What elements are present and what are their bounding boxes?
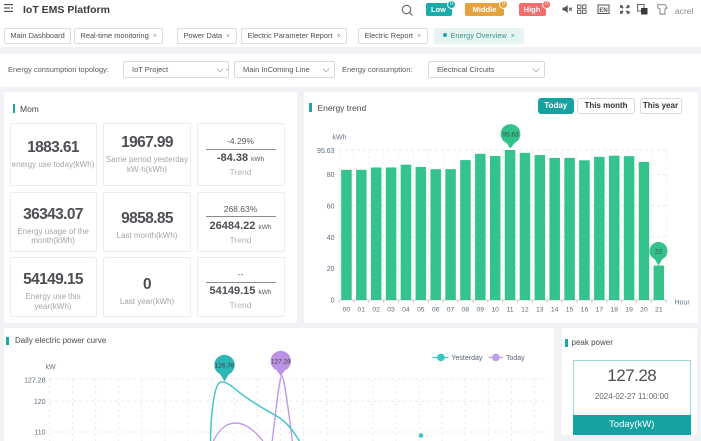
svg-text:22: 22 — [654, 248, 662, 255]
svg-text:Today: Today — [506, 355, 525, 362]
svg-text:20: 20 — [640, 307, 648, 314]
svg-text:EN: EN — [599, 8, 607, 14]
svg-text:40: 40 — [326, 235, 334, 242]
svg-text:07: 07 — [446, 307, 454, 314]
svg-text:04: 04 — [402, 307, 410, 314]
svg-text:21: 21 — [655, 307, 663, 314]
svg-text:Hour: Hour — [674, 300, 690, 307]
svg-text:127.28: 127.28 — [24, 377, 46, 384]
svg-text:126.76: 126.76 — [215, 362, 235, 369]
svg-text:03: 03 — [387, 307, 395, 314]
svg-text:127.28: 127.28 — [271, 358, 291, 365]
svg-text:16: 16 — [580, 307, 588, 314]
svg-text:20: 20 — [326, 266, 334, 273]
svg-text:00: 00 — [342, 307, 350, 314]
svg-text:kWh: kWh — [332, 135, 346, 142]
svg-text:05: 05 — [417, 307, 425, 314]
svg-text:15: 15 — [565, 307, 573, 314]
svg-text:80: 80 — [326, 172, 334, 179]
svg-text:95.63: 95.63 — [316, 148, 334, 155]
svg-text:kW: kW — [46, 364, 57, 371]
svg-text:95.63: 95.63 — [502, 131, 519, 138]
svg-text:14: 14 — [550, 307, 558, 314]
svg-text:11: 11 — [506, 307, 513, 314]
svg-text:17: 17 — [595, 307, 603, 314]
svg-text:110: 110 — [34, 429, 45, 436]
svg-text:0: 0 — [330, 298, 334, 305]
svg-text:09: 09 — [476, 307, 484, 314]
svg-text:13: 13 — [536, 307, 544, 314]
svg-text:60: 60 — [326, 203, 334, 210]
svg-text:01: 01 — [357, 307, 365, 314]
svg-text:02: 02 — [372, 307, 380, 314]
svg-text:Yesterday: Yesterday — [452, 355, 483, 362]
svg-text:120: 120 — [34, 399, 46, 406]
svg-text:06: 06 — [431, 307, 439, 314]
svg-text:08: 08 — [461, 307, 469, 314]
svg-text:12: 12 — [521, 307, 529, 314]
svg-text:19: 19 — [625, 307, 633, 314]
svg-text:10: 10 — [491, 307, 499, 314]
svg-text:18: 18 — [610, 307, 618, 314]
